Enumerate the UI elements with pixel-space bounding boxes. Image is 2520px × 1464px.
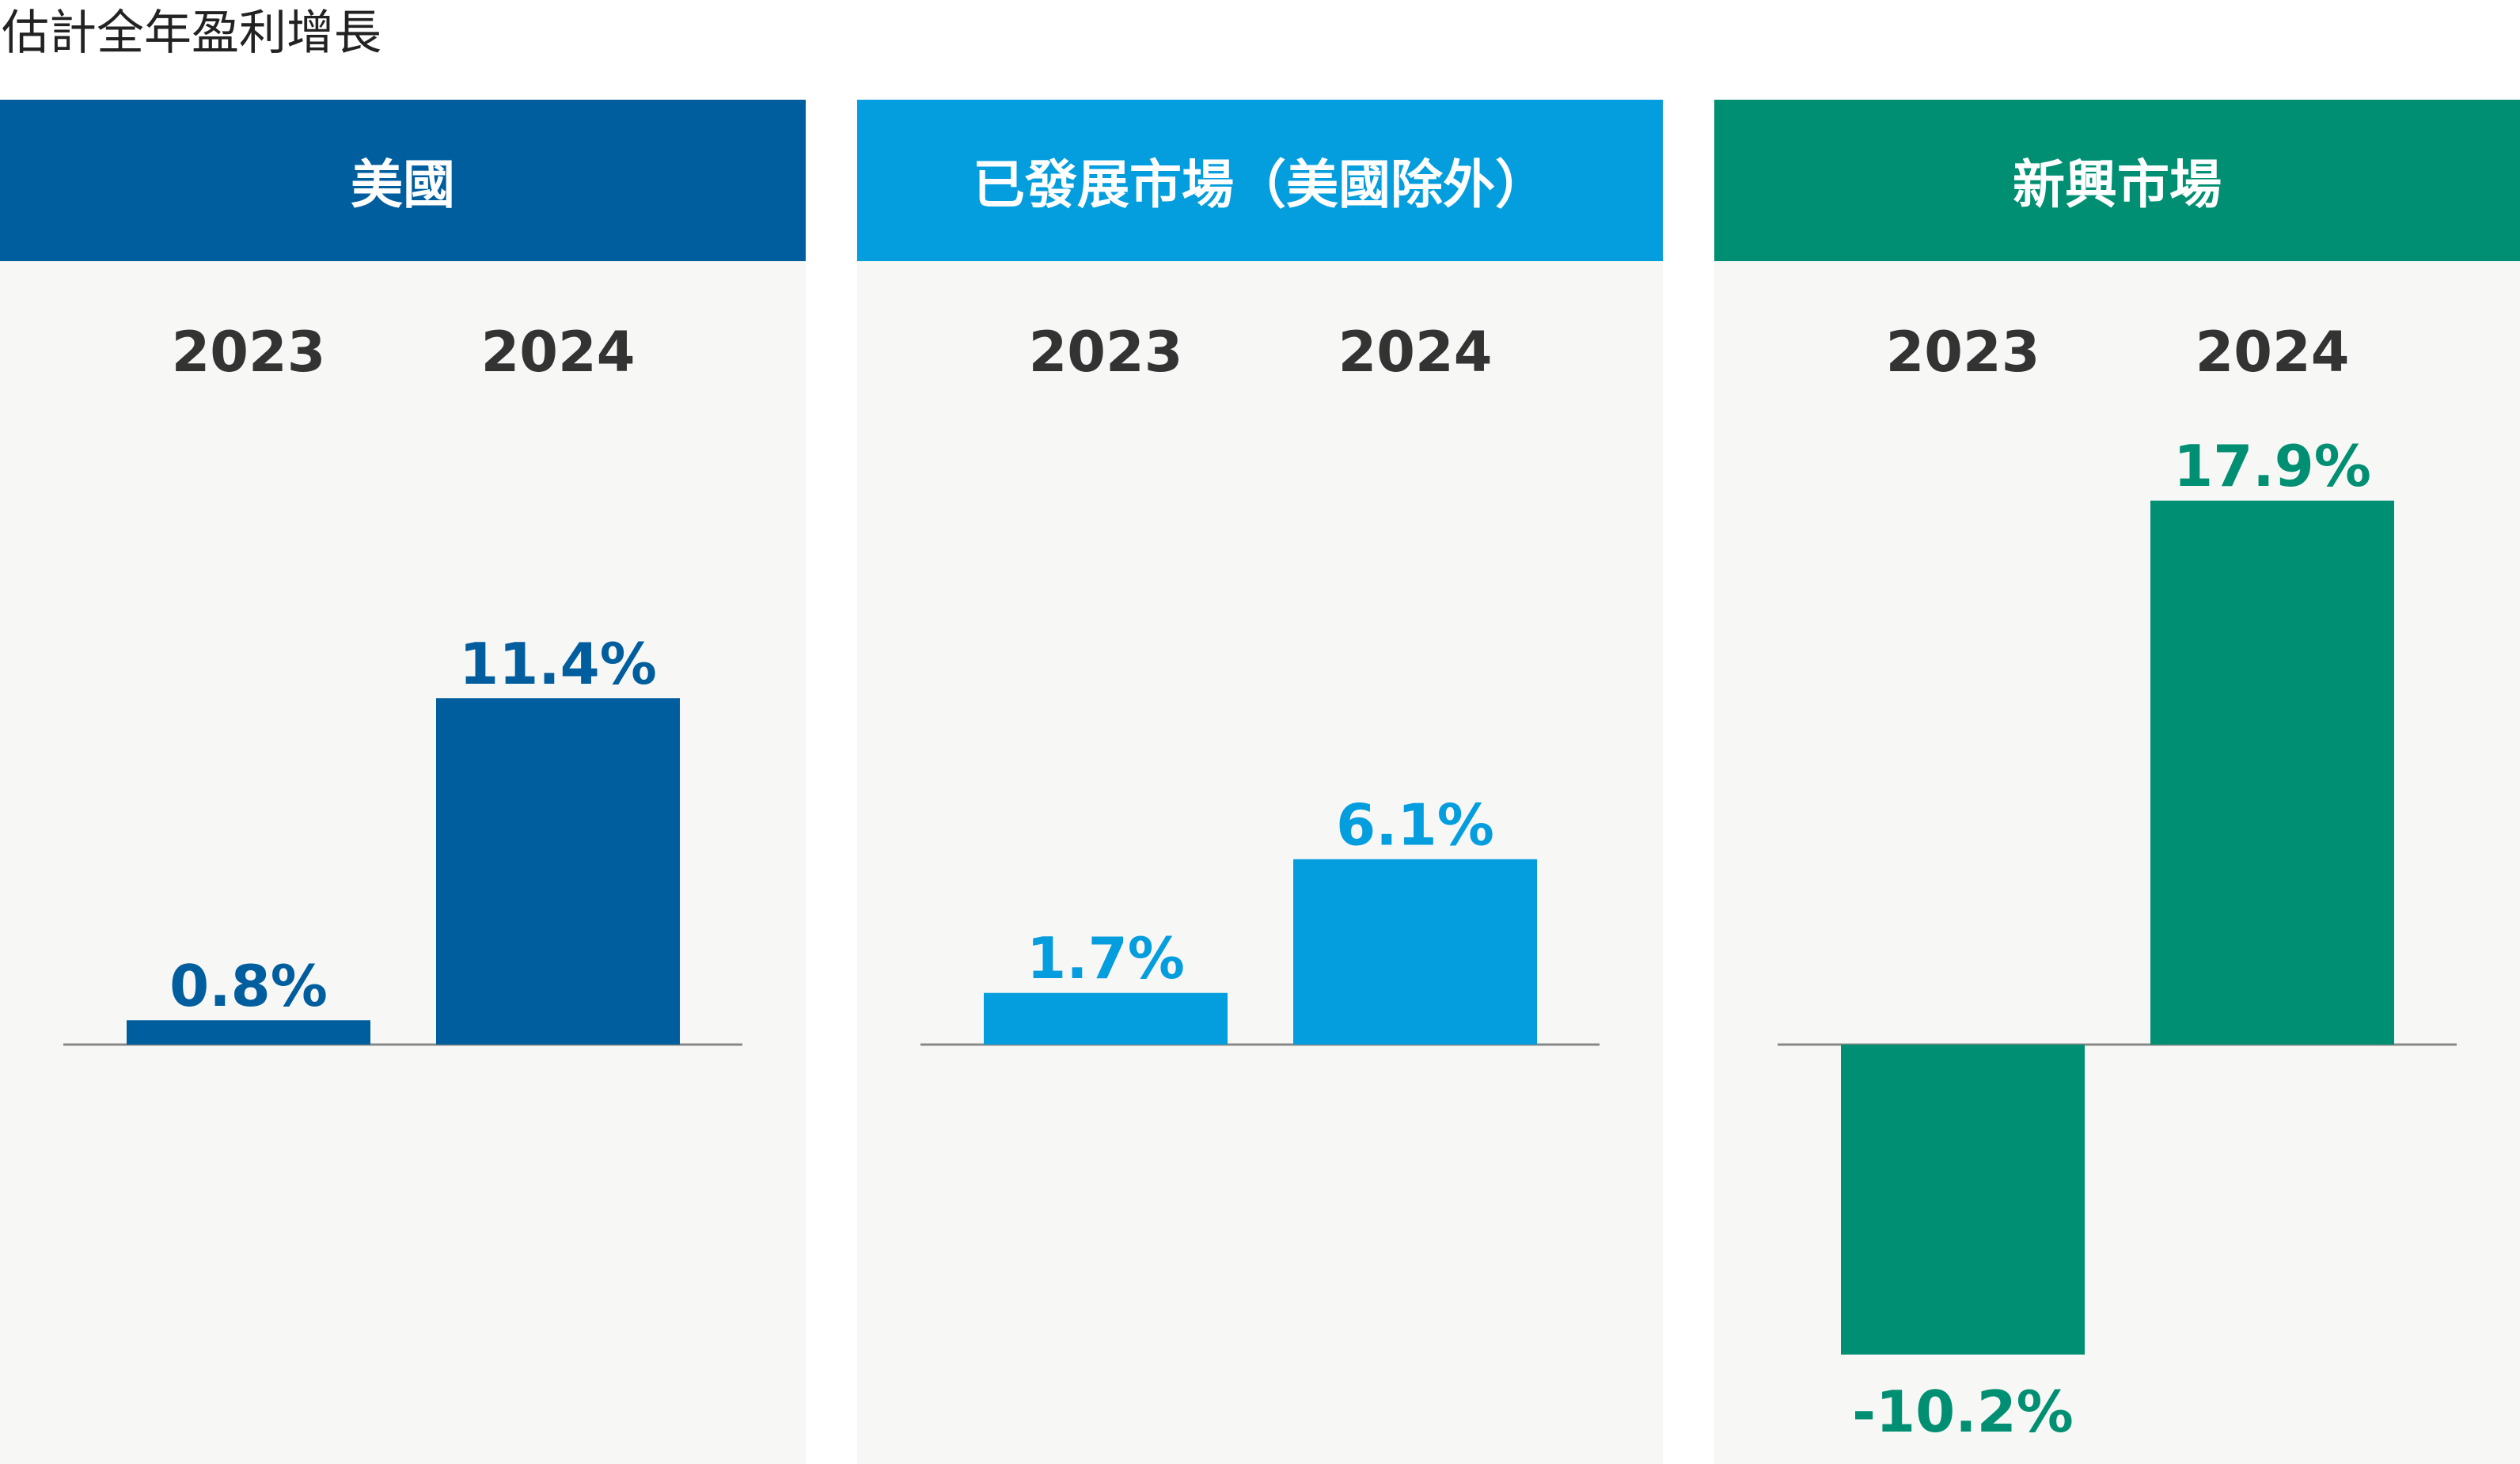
bar-2023 (127, 1020, 370, 1045)
bar-chart-developed-ex-us: 2023 1.7% 2024 6.1% (920, 320, 1600, 1046)
year-label-2023: 2023 (1886, 320, 2040, 385)
value-label-2024: 6.1% (1336, 791, 1494, 858)
year-label-2024: 2024 (2196, 320, 2350, 385)
bar-2024 (436, 698, 680, 1045)
panel-emerging: 新興市場 2023 -10.2% 2024 17.9% (1714, 100, 2520, 1464)
panel-header-emerging: 新興市場 (1714, 100, 2520, 261)
panel-header-developed-ex-us: 已發展市場（美國除外） (857, 100, 1663, 261)
value-label-2024: 17.9% (2173, 433, 2371, 499)
value-label-2023: 0.8% (169, 953, 328, 1019)
bar-2024 (2150, 500, 2394, 1045)
value-label-2024: 11.4% (459, 631, 657, 697)
year-label-2023: 2023 (172, 320, 326, 385)
value-label-2023: 1.7% (1027, 925, 1185, 992)
year-label-2023: 2023 (1029, 320, 1183, 385)
panel-developed-ex-us: 已發展市場（美國除外） 2023 1.7% 2024 6.1% (857, 100, 1663, 1464)
panel-us: 美國 2023 0.8% 2024 11.4% (0, 100, 806, 1464)
value-label-2023: -10.2% (1852, 1379, 2074, 1445)
bar-chart-emerging: 2023 -10.2% 2024 17.9% (1778, 320, 2457, 1445)
bar-2023 (984, 992, 1228, 1045)
bar-2023 (1841, 1045, 2085, 1355)
panel-header-us: 美國 (0, 100, 806, 261)
bar-2024 (1293, 859, 1537, 1045)
bar-chart-us: 2023 0.8% 2024 11.4% (63, 320, 742, 1046)
chart-title: 估計全年盈利增長 (2, 6, 381, 61)
year-label-2024: 2024 (481, 320, 636, 385)
year-label-2024: 2024 (1338, 320, 1493, 385)
